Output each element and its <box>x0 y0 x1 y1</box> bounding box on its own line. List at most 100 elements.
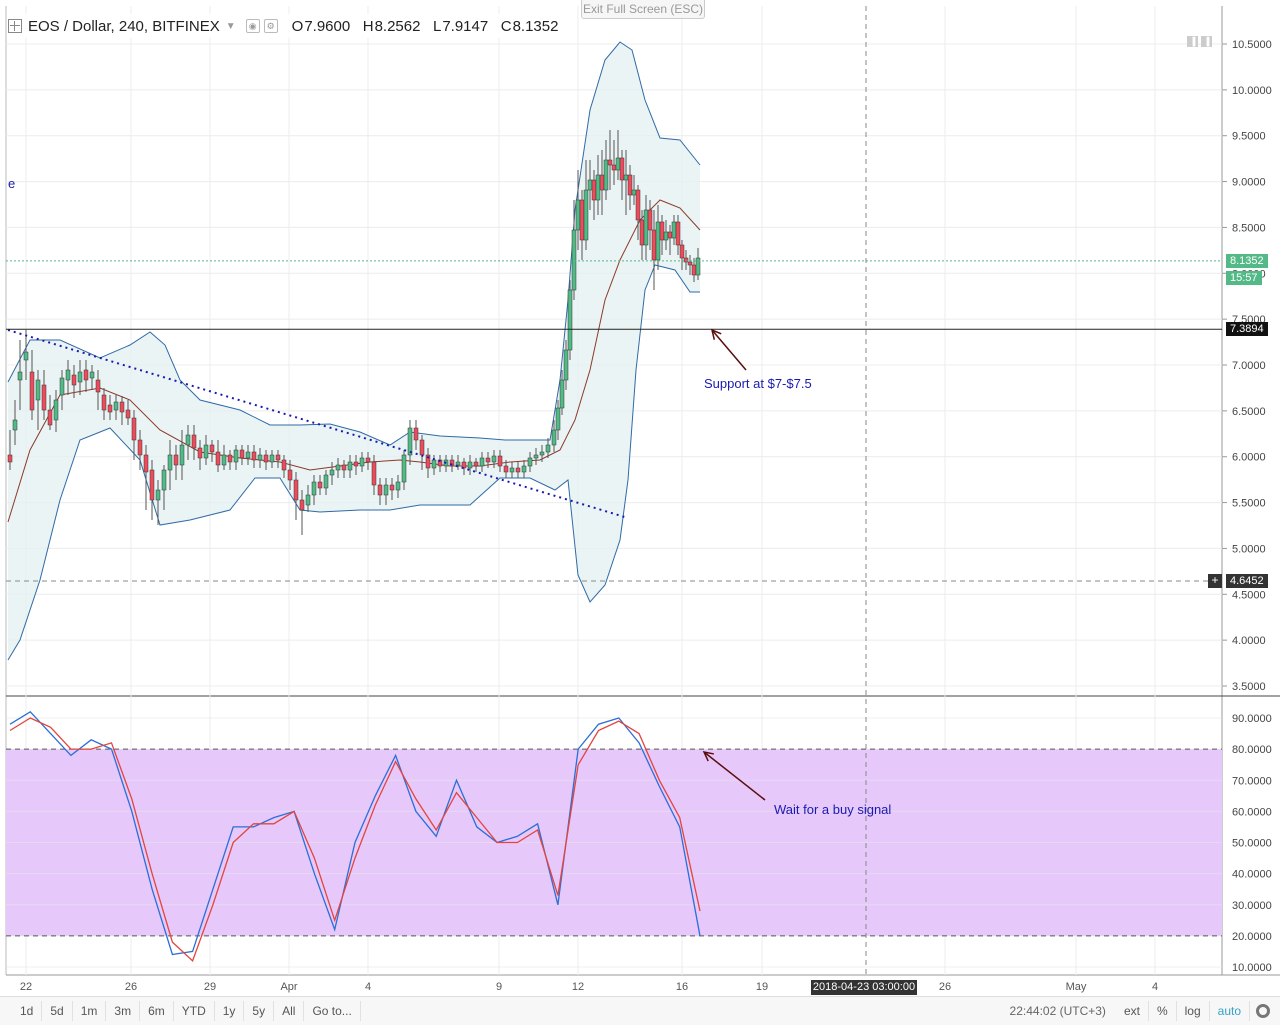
candle-up <box>185 434 191 446</box>
candle-up <box>555 407 561 431</box>
log-toggle[interactable]: log <box>1177 1001 1210 1021</box>
candle-up <box>221 454 227 466</box>
add-icon[interactable]: + <box>1208 574 1222 588</box>
x-tick-label: 19 <box>756 981 768 993</box>
candle-down <box>293 479 299 501</box>
chevron-down-icon[interactable]: ▼ <box>225 20 236 32</box>
stoch-tick-label: 20.0000 <box>1232 931 1272 943</box>
candle-down <box>83 369 89 381</box>
open-label: O <box>291 17 304 35</box>
ext-toggle[interactable]: ext <box>1116 1001 1149 1021</box>
candle-down <box>503 465 509 473</box>
y-tick-label: 10.5000 <box>1232 39 1272 51</box>
toolbar-right: 22:44:02 (UTC+3) ext % log auto <box>1000 997 1280 1025</box>
candle-down <box>7 454 13 463</box>
y-tick-label: 6.0000 <box>1232 452 1266 464</box>
candle-up <box>155 489 161 501</box>
candle-down <box>635 189 641 221</box>
candle-down <box>107 404 113 413</box>
candle-down <box>143 454 149 473</box>
candle-up <box>615 157 621 171</box>
range-3m-button[interactable]: 3m <box>106 1001 141 1021</box>
range-1y-button[interactable]: 1y <box>215 1001 245 1021</box>
candle-up <box>563 349 569 381</box>
exit-fullscreen-button[interactable]: Exit Full Screen (ESC) <box>581 0 705 19</box>
candle-down <box>413 427 419 441</box>
eye-icon[interactable]: ◉ <box>245 19 260 33</box>
candle-down <box>239 449 245 459</box>
candle-down <box>389 484 395 491</box>
range-ytd-button[interactable]: YTD <box>174 1001 215 1021</box>
candle-down <box>497 455 503 467</box>
candle-down <box>627 174 633 196</box>
candle-up <box>161 469 167 491</box>
candle-up <box>491 455 497 463</box>
stoch-tick-label: 50.0000 <box>1232 838 1272 850</box>
candle-down <box>683 257 689 263</box>
goto-button[interactable]: Go to... <box>304 1001 361 1021</box>
y-tick-label: 6.5000 <box>1232 406 1266 418</box>
candle-down <box>275 454 281 461</box>
candle-down <box>619 157 625 181</box>
candle-down <box>419 439 425 456</box>
candle-down <box>371 461 377 486</box>
range-5d-button[interactable]: 5d <box>42 1001 73 1021</box>
candle-up <box>53 399 59 421</box>
x-tick-label: 26 <box>939 981 951 993</box>
candle-down <box>299 499 305 511</box>
candle-down <box>659 221 665 241</box>
percent-toggle[interactable]: % <box>1149 1001 1177 1021</box>
candle-up <box>383 484 389 496</box>
cursor-price-label: 4.6452 <box>1226 574 1268 588</box>
support-annotation: Support at $7-$7.5 <box>704 376 812 391</box>
range-all-button[interactable]: All <box>274 1001 305 1021</box>
candle-down <box>149 469 155 501</box>
candle-up <box>17 371 23 381</box>
candle-up <box>167 454 173 471</box>
candle-up <box>269 454 275 463</box>
candle-down <box>317 481 323 489</box>
x-tick-label: 12 <box>572 981 584 993</box>
y-tick-label: 5.0000 <box>1232 543 1266 555</box>
symbol-title[interactable]: EOS / Dollar, 240, BITFINEX <box>28 17 220 35</box>
range-1d-button[interactable]: 1d <box>12 1001 43 1021</box>
auto-toggle[interactable]: auto <box>1210 1001 1250 1021</box>
y-tick-label: 7.0000 <box>1232 360 1266 372</box>
x-tick-label: 4 <box>365 981 371 993</box>
candle-up <box>431 459 437 469</box>
candle-up <box>305 494 311 506</box>
candle-down <box>647 209 653 231</box>
candle-down <box>173 454 179 466</box>
range-6m-button[interactable]: 6m <box>140 1001 174 1021</box>
clock-text: 22:44:02 (UTC+3) <box>1009 1004 1106 1018</box>
y-tick-label: 9.5000 <box>1232 131 1266 143</box>
horizontal-line-label: 7.3894 <box>1226 322 1268 336</box>
candle-up <box>583 189 589 241</box>
stoch-k-line <box>9 710 701 956</box>
candle-down <box>281 459 287 471</box>
x-tick-label: May <box>1066 981 1087 993</box>
candle-up <box>521 465 527 473</box>
candle-up <box>233 449 239 463</box>
scale-down-icon[interactable]: ▐ <box>1201 36 1212 47</box>
stoch-tick-label: 40.0000 <box>1232 869 1272 881</box>
bottom-toolbar: 1d 5d 1m 3m 6m YTD 1y 5y All Go to... 22… <box>0 996 1280 1025</box>
last-price-label: 8.1352 <box>1226 254 1268 268</box>
candle-up <box>631 189 637 196</box>
range-1m-button[interactable]: 1m <box>73 1001 107 1021</box>
low-label: L <box>432 17 442 35</box>
support-arrow-head <box>710 328 722 340</box>
candle-up <box>455 461 461 466</box>
gear-icon[interactable] <box>1256 1004 1270 1018</box>
candle-up <box>509 467 515 473</box>
compare-plus-icon[interactable] <box>8 19 22 33</box>
candle-up <box>89 371 95 379</box>
candle-up <box>595 174 601 201</box>
range-5y-button[interactable]: 5y <box>244 1001 275 1021</box>
x-tick-label: 22 <box>20 981 32 993</box>
scale-up-icon[interactable]: ▐ <box>1187 36 1198 47</box>
x-tick-label: Apr <box>280 981 297 993</box>
settings-icon[interactable]: ⚙ <box>263 19 278 33</box>
candle-down <box>197 447 203 459</box>
